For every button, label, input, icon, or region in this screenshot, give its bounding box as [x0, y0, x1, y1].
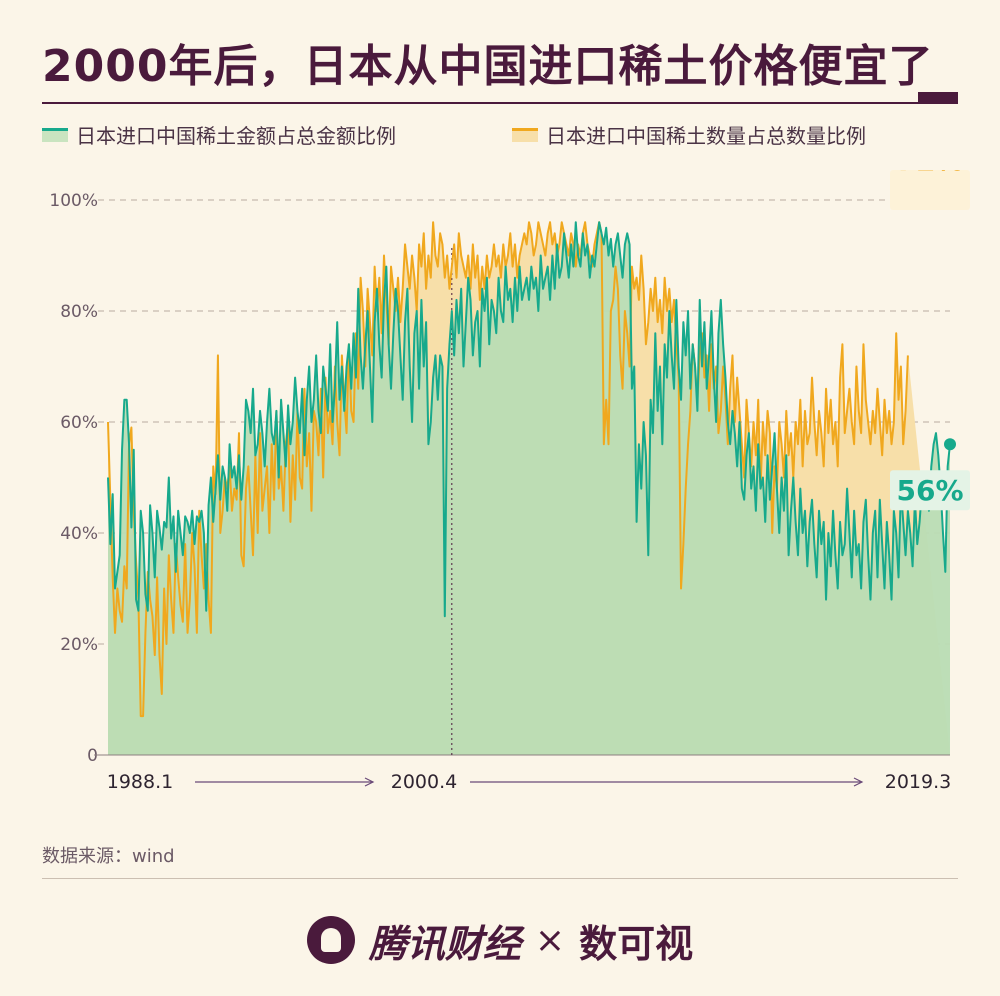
- title-corner-tab: [918, 92, 958, 104]
- y-tick-label: 40%: [60, 524, 98, 544]
- footer-brands: 腾讯财经 × 数可视: [0, 905, 1000, 975]
- timeline-arrow-2-head: [853, 777, 864, 787]
- line-amount-share: [107, 221, 951, 618]
- area-amount-share: [108, 222, 950, 755]
- y-tick-label: 100%: [49, 191, 98, 211]
- brand-tencent-finance: 腾讯财经: [368, 921, 521, 966]
- x-label-start: 1988.1: [107, 771, 173, 793]
- y-tick-label: 80%: [60, 302, 98, 322]
- end-label-amount: 56%: [896, 474, 963, 507]
- legend-item-amount: 日本进口中国稀土金额占总金额比例: [42, 120, 396, 149]
- end-label-bg-amount: [890, 470, 970, 511]
- data-source: 数据来源：wind: [42, 846, 175, 867]
- end-point-amount: [944, 438, 956, 451]
- title-underline: [42, 102, 958, 104]
- rare-earth-share-chart: 0 20% 40% 60% 80% 100% 72% 56% 1988.1 2000.4 2019.…: [49, 170, 970, 793]
- x-label-mark: 2000.4: [391, 771, 457, 793]
- legend-label-amount: 日本进口中国稀土金额占总金额比例: [76, 124, 396, 148]
- tencent-finance-logo-icon: [306, 916, 355, 964]
- end-label-bg-quantity: [890, 170, 970, 210]
- legend-swatch-green: [42, 127, 68, 142]
- legend-swatch-orange: [512, 127, 538, 142]
- legend-item-quantity: 日本进口中国稀土数量占总数量比例: [512, 120, 866, 149]
- page-title: 2000年后，日本从中国进口稀土价格便宜了: [42, 41, 934, 92]
- line-quantity-share: [107, 221, 909, 718]
- legend-label-quantity: 日本进口中国稀土数量占总数量比例: [546, 124, 866, 148]
- timeline-arrow-1-head: [364, 777, 375, 787]
- chart-legend: 日本进口中国稀土金额占总金额比例 日本进口中国稀土数量占总数量比例: [42, 120, 958, 149]
- end-label-quantity: 72%: [896, 170, 963, 177]
- collab-times-sign: ×: [534, 919, 566, 961]
- y-tick-label: 60%: [60, 413, 98, 433]
- footer-divider: [42, 878, 958, 879]
- x-label-end: 2019.3: [885, 771, 951, 793]
- y-tick-label: 20%: [60, 635, 98, 655]
- y-tick-label: 0: [87, 746, 98, 766]
- brand-data-visual: 数可视: [579, 921, 694, 966]
